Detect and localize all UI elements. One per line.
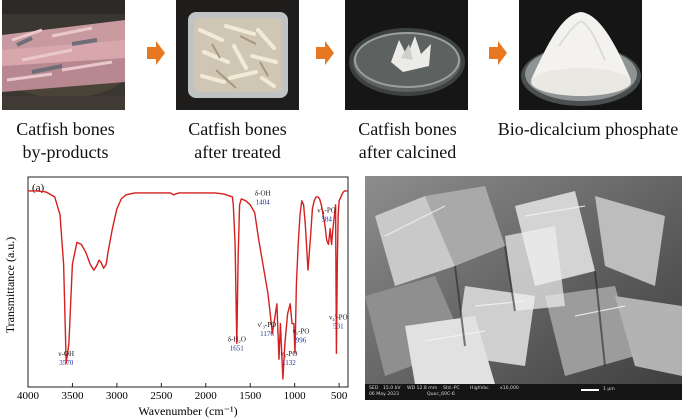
x-tick-label: 3500 xyxy=(61,390,84,402)
x-tick-label: 2000 xyxy=(195,390,218,402)
sem-vacuum: HighVac. xyxy=(470,386,491,391)
y-axis-label: Transmittance (a.u.) xyxy=(3,237,17,334)
peak-wavenumber-label: 1404 xyxy=(256,198,271,206)
peak-wavenumber-label: 1651 xyxy=(230,344,245,352)
caption-step-4: Bio-dicalcium phosphate xyxy=(497,119,679,139)
peak-assignment-label: δ-H₂O xyxy=(228,335,246,343)
spectrum-line xyxy=(28,190,348,380)
x-tick-label: 500 xyxy=(331,390,348,402)
peak-assignment-label: ν′₃-PO xyxy=(258,321,276,329)
peak-assignment-label: ν₃-PO xyxy=(280,350,297,358)
peak-assignment-label: ν-OH xyxy=(58,350,74,358)
sem-sample-id: Quoc_60C-6 xyxy=(427,392,455,397)
caption-step-1: Catfish bones by-products xyxy=(16,119,115,162)
peak-wavenumber-label: 996 xyxy=(296,336,307,344)
sem-date: 06 May 2023 xyxy=(369,392,399,397)
peak-wavenumber-label: 584 xyxy=(321,215,332,223)
sem-magnification: x10,000 xyxy=(500,386,519,391)
caption-step-2: Catfish bones after treated xyxy=(188,119,287,162)
sem-info-bar: SED 15.0 kV WD 12.8 mm Std.-PC HighVac. … xyxy=(365,384,682,400)
peak-assignment-label: ν₁-PO xyxy=(293,327,310,335)
peak-wavenumber-label: 3570 xyxy=(59,359,74,367)
sem-micrograph xyxy=(365,176,682,400)
ftir-spectrum-chart: (a) 4000 3500 3000 2500 2000 1500 1000 500 ν-OH… xyxy=(3,176,349,418)
plot-frame xyxy=(27,176,349,388)
photo-bio-dicalcium-phosphate xyxy=(519,0,642,110)
x-tick-label: 3000 xyxy=(106,390,129,402)
peak-assignment-label: ν′₄-PO xyxy=(317,206,335,214)
x-tick-label: 1500 xyxy=(239,390,262,402)
sem-working-distance: WD 12.8 mm xyxy=(407,386,438,391)
sem-voltage: 15.0 kV xyxy=(383,386,401,391)
photo-bones-calcined xyxy=(345,0,468,110)
x-axis-label: Wavenumber (cm⁻¹) xyxy=(138,404,237,418)
caption-step-3: Catfish bones after calcined xyxy=(358,119,457,162)
photo-bones-treated xyxy=(176,0,299,110)
arrow-right-icon xyxy=(316,41,334,65)
peak-assignment-label: δ-OH xyxy=(255,189,271,197)
sem-mode: Std.-PC xyxy=(443,386,460,391)
arrow-right-icon xyxy=(147,41,165,65)
peak-wavenumber-label: 1132 xyxy=(282,359,296,367)
sem-scale-bar xyxy=(581,389,599,391)
sem-detector: SED xyxy=(369,386,379,391)
peak-assignment-label: ν₄′-PO xyxy=(329,313,347,321)
arrow-right-icon xyxy=(489,41,507,65)
photo-fish-byproducts xyxy=(2,0,125,110)
x-tick-label: 4000 xyxy=(17,390,40,402)
peak-wavenumber-label: 1176 xyxy=(260,330,274,338)
sem-scale-label: 1 μm xyxy=(603,387,615,392)
x-tick-label: 2500 xyxy=(150,390,173,402)
x-tick-label: 1000 xyxy=(284,390,307,402)
peak-wavenumber-label: 531 xyxy=(333,322,344,330)
